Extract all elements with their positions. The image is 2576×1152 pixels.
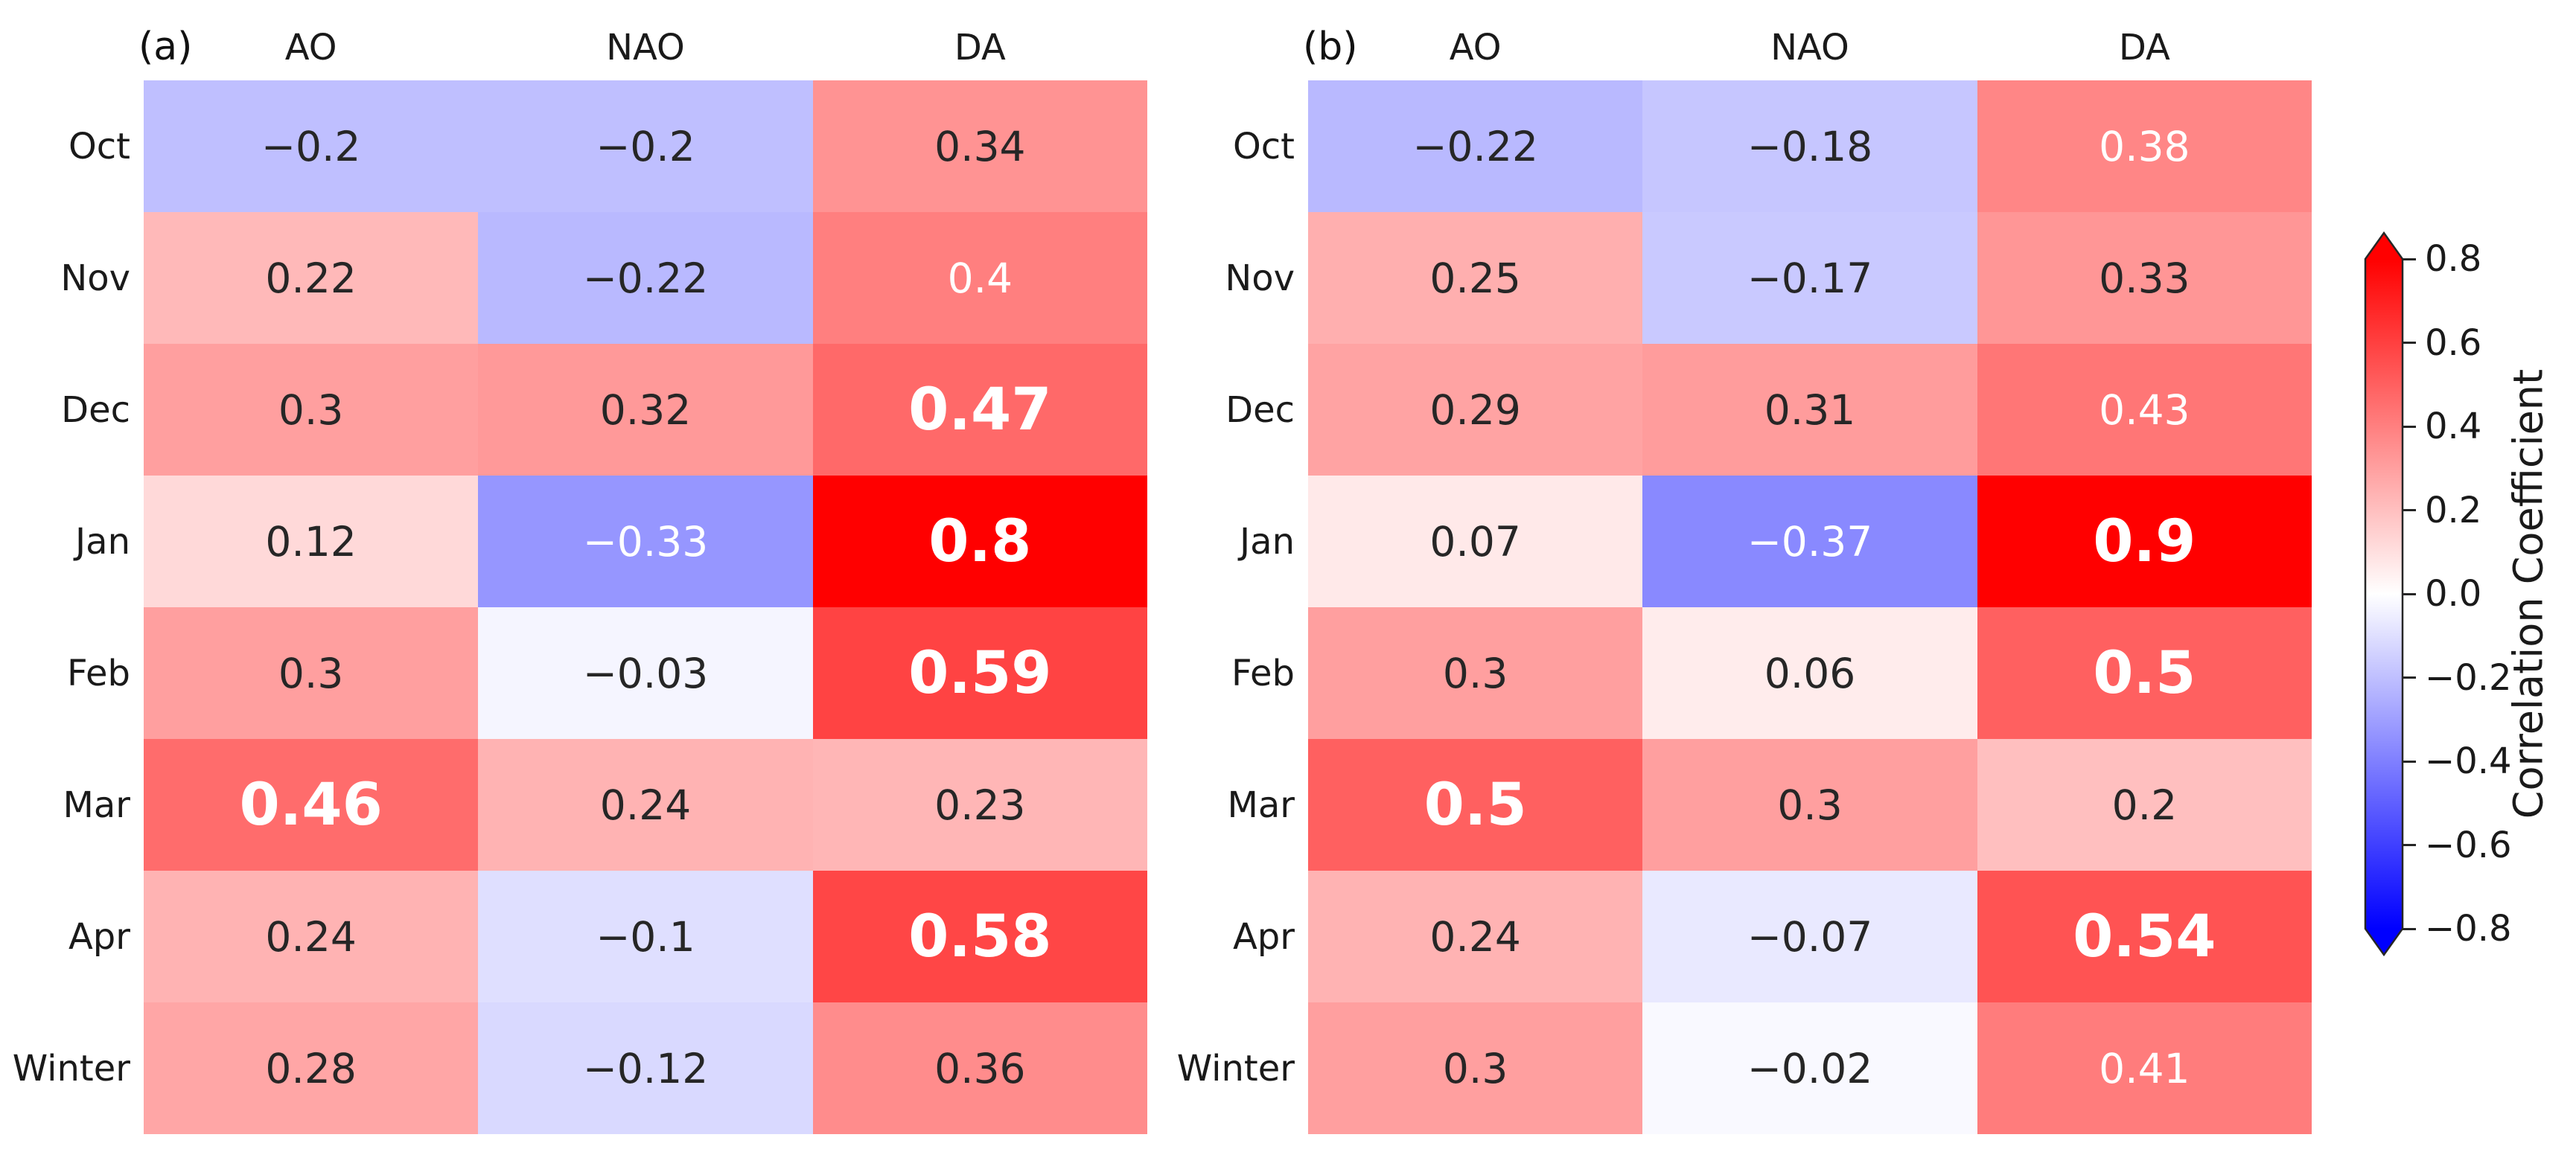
heatmap-cell: 0.24: [1308, 871, 1643, 1002]
heatmap-cell: 0.34: [812, 80, 1147, 212]
heatmap-cell: 0.3: [1642, 739, 1977, 871]
row-label: Feb: [67, 652, 130, 694]
row-label: Apr: [1232, 915, 1295, 958]
heatmap-cell: 0.32: [478, 344, 813, 476]
heatmap-cell: −0.37: [1642, 476, 1977, 607]
colorbar-tick-label: 0.4: [2425, 406, 2482, 447]
heatmap-grid: −0.22 −0.18 0.38 0.25 −0.17 0.33 0.29 0.31 0.43 0…: [1308, 80, 2312, 1134]
heatmap-cell: 0.41: [1977, 1002, 2312, 1134]
row-label: Oct: [1233, 125, 1295, 167]
heatmap-cell: 0.36: [812, 1002, 1147, 1134]
colorbar-tick: [2403, 257, 2416, 260]
colorbar-axis-label: Correlation Coefficient: [2505, 368, 2552, 819]
heatmap-cell: −0.02: [1642, 1002, 1977, 1134]
column-header: DA: [2118, 27, 2170, 68]
heatmap-cell: 0.33: [1977, 212, 2312, 344]
heatmap-cell: 0.24: [144, 871, 479, 1002]
heatmap-cell: 0.31: [1642, 344, 1977, 476]
heatmap-cell: 0.38: [1977, 80, 2312, 212]
heatmap-cell: −0.17: [1642, 212, 1977, 344]
colorbar-tick: [2403, 844, 2416, 846]
heatmap-cell: 0.46: [144, 739, 479, 871]
heatmap-cell: −0.1: [478, 871, 813, 1002]
heatmap-cell: 0.54: [1977, 871, 2312, 1002]
heatmap-cell: 0.5: [1977, 607, 2312, 739]
heatmap-cell: 0.8: [812, 476, 1147, 607]
row-label: Dec: [1225, 388, 1295, 431]
row-label: Mar: [63, 784, 130, 826]
heatmap-cell: −0.12: [478, 1002, 813, 1134]
heatmap-cell: −0.07: [1642, 871, 1977, 1002]
heatmap-cell: 0.07: [1308, 476, 1643, 607]
heatmap-cell: 0.43: [1977, 344, 2312, 476]
row-label: Winter: [12, 1047, 130, 1089]
colorbar-tick-label: −0.8: [2425, 908, 2512, 950]
heatmap-cell: −0.22: [478, 212, 813, 344]
heatmap-cell: −0.18: [1642, 80, 1977, 212]
colorbar-tick: [2403, 760, 2416, 763]
colorbar-tick: [2403, 342, 2416, 344]
row-label: Apr: [68, 915, 130, 958]
panel-label: (a): [138, 25, 193, 69]
heatmap-cell: 0.24: [478, 739, 813, 871]
colorbar: [2364, 231, 2404, 957]
colorbar-tick-label: 0.6: [2425, 321, 2482, 364]
column-header: NAO: [1770, 27, 1849, 68]
heatmap-cell: 0.12: [144, 476, 479, 607]
heatmap-cell: 0.5: [1308, 739, 1643, 871]
colorbar-gradient-arrow: [2364, 231, 2404, 957]
heatmap-cell: 0.9: [1977, 476, 2312, 607]
column-header: NAO: [606, 27, 685, 68]
heatmap-cell: 0.3: [1308, 607, 1643, 739]
heatmap-cell: 0.06: [1642, 607, 1977, 739]
heatmap-grid: −0.2 −0.2 0.34 0.22 −0.22 0.4 0.3 0.32 0.47 0.12−…: [144, 80, 1147, 1134]
panel-label: (b): [1303, 25, 1358, 69]
colorbar-tick-label: −0.6: [2425, 824, 2512, 866]
colorbar-tick: [2403, 592, 2416, 595]
heatmap-cell: 0.59: [812, 607, 1147, 739]
colorbar-tick-label: 0.2: [2425, 489, 2482, 531]
heatmap-cell: −0.33: [478, 476, 813, 607]
column-header: AO: [284, 27, 337, 68]
heatmap-cell: −0.03: [478, 607, 813, 739]
heatmap-cell: 0.4: [812, 212, 1147, 344]
heatmap-cell: 0.29: [1308, 344, 1643, 476]
row-label: Nov: [60, 257, 130, 299]
row-label: Oct: [68, 125, 130, 167]
row-label: Jan: [1240, 520, 1295, 563]
colorbar-tick-label: −0.4: [2425, 740, 2512, 782]
heatmap-cell: 0.2: [1977, 739, 2312, 871]
heatmap-cell: −0.22: [1308, 80, 1643, 212]
heatmap-cell: 0.25: [1308, 212, 1643, 344]
row-label: Feb: [1231, 652, 1295, 694]
row-label: Winter: [1176, 1047, 1295, 1089]
heatmap-cell: 0.47: [812, 344, 1147, 476]
heatmap-cell: 0.3: [144, 607, 479, 739]
row-label: Jan: [75, 520, 130, 563]
colorbar-tick: [2403, 425, 2416, 428]
row-label: Mar: [1227, 784, 1295, 826]
heatmap-cell: −0.2: [144, 80, 479, 212]
colorbar-tick: [2403, 927, 2416, 930]
colorbar-tick: [2403, 509, 2416, 511]
heatmap-cell: 0.3: [144, 344, 479, 476]
colorbar-tick-label: 0.0: [2425, 573, 2482, 615]
colorbar-tick-label: −0.2: [2425, 656, 2512, 699]
heatmap-cell: 0.23: [812, 739, 1147, 871]
heatmap-cell: 0.28: [144, 1002, 479, 1134]
column-header: DA: [954, 27, 1006, 68]
heatmap-panel-a: (a) −0.2 −0.2 0.34 0.22 −0.22 0.4 0.3 0.32 0.47 0…: [0, 0, 1161, 1152]
colorbar-tick-label: 0.8: [2425, 238, 2482, 280]
heatmap-cell: 0.3: [1308, 1002, 1643, 1134]
heatmap-cell: 0.22: [144, 212, 479, 344]
heatmap-cell: 0.58: [812, 871, 1147, 1002]
heatmap-panel-b: (b) −0.22 −0.18 0.38 0.25 −0.17 0.33 0.29 0.31 0…: [1164, 0, 2326, 1152]
row-label: Nov: [1225, 257, 1295, 299]
colorbar-tick: [2403, 676, 2416, 679]
row-label: Dec: [61, 388, 130, 431]
heatmap-cell: −0.2: [478, 80, 813, 212]
column-header: AO: [1449, 27, 1502, 68]
